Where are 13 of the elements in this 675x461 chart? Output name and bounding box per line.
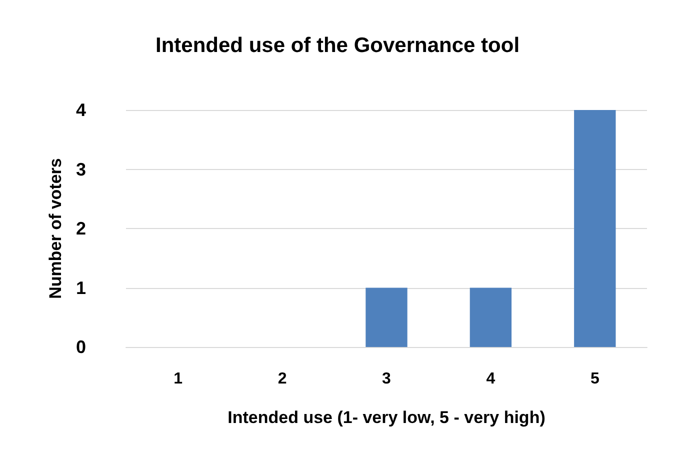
x-axis-title: Intended use (1- very low, 5 - very high) [228, 408, 546, 427]
x-tick-label: 3 [382, 370, 392, 388]
y-tick-label: 0 [76, 337, 86, 357]
y-axis-title: Number of voters [46, 158, 65, 299]
x-tick-label: 1 [174, 370, 183, 388]
y-tick-label: 1 [76, 278, 86, 298]
chart-title: Intended use of the Governance tool [155, 34, 520, 57]
x-tick-label: 2 [278, 370, 287, 388]
y-tick-label: 3 [76, 159, 86, 180]
y-tick-label: 4 [76, 100, 86, 120]
x-tick-label: 4 [486, 370, 496, 388]
x-tick-label: 5 [590, 370, 600, 388]
y-tick-label: 2 [76, 218, 86, 238]
